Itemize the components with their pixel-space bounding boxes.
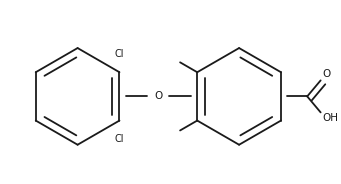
Text: OH: OH <box>323 114 339 123</box>
Text: Cl: Cl <box>115 134 124 144</box>
Text: O: O <box>323 69 331 79</box>
Text: Cl: Cl <box>115 49 124 59</box>
Text: O: O <box>154 91 162 101</box>
